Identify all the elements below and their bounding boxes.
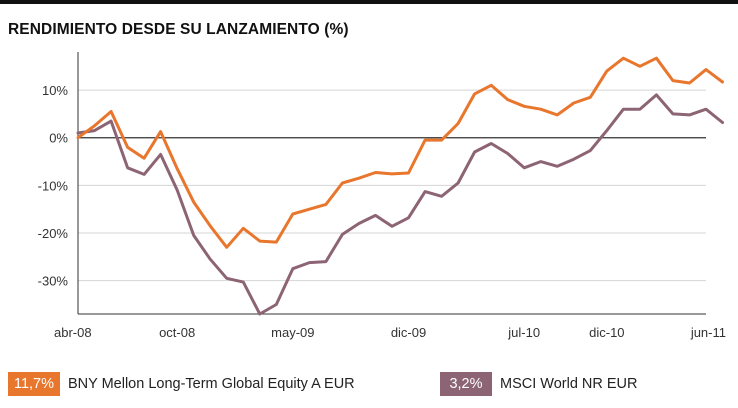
y-tick-label: -10% — [38, 178, 69, 193]
y-tick-label: 0% — [49, 131, 68, 146]
x-tick-label: jun-11 — [690, 325, 726, 340]
line-chart: 10% 0% -10% -20% -30% abr-08 oct-08 may-09 dic-0… — [38, 52, 726, 340]
x-tick-label: dic-09 — [391, 325, 426, 340]
y-tick-label: 10% — [42, 83, 68, 98]
legend-swatch-msci-world: 3,2% — [440, 372, 492, 396]
legend-label-bny-mellon: BNY Mellon Long-Term Global Equity A EUR — [68, 376, 355, 392]
x-tick-label: oct-08 — [159, 325, 195, 340]
x-tick-label: dic-10 — [589, 325, 624, 340]
x-tick-label: abr-08 — [54, 325, 92, 340]
x-tick-label: jul-10 — [507, 325, 540, 340]
legend-item-msci-world: 3,2% MSCI World NR EUR — [440, 372, 638, 396]
legend-item-bny-mellon: 11,7% BNY Mellon Long-Term Global Equity… — [8, 372, 355, 396]
chart-title: RENDIMIENTO DESDE SU LANZAMIENTO (%) — [8, 21, 349, 38]
series-line-msci-world — [76, 93, 724, 316]
x-tick-label: may-09 — [271, 325, 314, 340]
legend-swatch-bny-mellon: 11,7% — [8, 372, 60, 396]
series-line-bny-mellon — [76, 56, 724, 249]
top-rule — [0, 0, 738, 4]
y-tick-label: -20% — [38, 226, 69, 241]
legend-label-msci-world: MSCI World NR EUR — [500, 376, 638, 392]
y-tick-label: -30% — [38, 274, 69, 289]
